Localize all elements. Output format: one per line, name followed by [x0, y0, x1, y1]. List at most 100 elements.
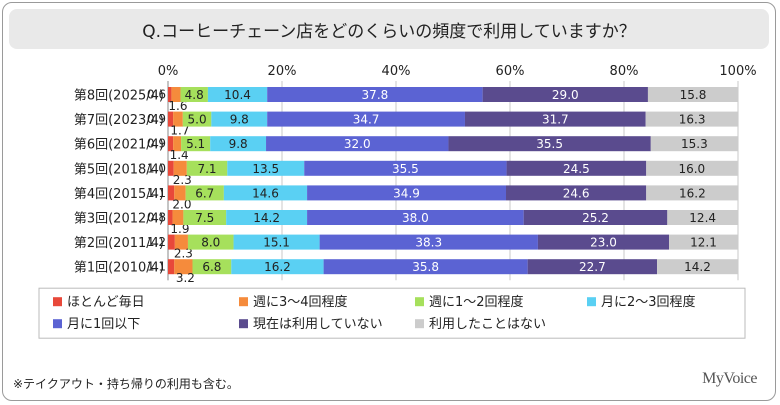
bar-segment: [650, 136, 738, 152]
category-label: 第8回(2025/4): [74, 89, 164, 104]
data-label: 0.9: [147, 112, 166, 126]
data-label: 3.2: [176, 271, 195, 285]
data-label: 29.0: [552, 88, 579, 102]
bar-segment: [168, 160, 174, 176]
bar-segment: [669, 234, 738, 250]
data-label: 2.0: [172, 197, 191, 211]
data-label: 37.8: [362, 88, 389, 102]
data-label: 14.2: [684, 260, 711, 274]
data-label: 0.8: [147, 211, 166, 225]
data-label: 4.8: [185, 88, 204, 102]
bar-segment: [231, 259, 324, 275]
data-label: 12.4: [689, 211, 716, 225]
x-tick-label: 20%: [268, 64, 297, 79]
data-label: 1.1: [147, 186, 166, 200]
bar-segment: [645, 111, 739, 127]
legend-label: 月に1回以下: [67, 317, 140, 332]
category-label: 第7回(2023/4): [74, 113, 164, 128]
footnote: ※テイクアウト・持ち帰りの利用も含む。: [13, 377, 239, 391]
legend-swatch: [239, 297, 248, 307]
bar-segment: [183, 210, 227, 225]
category-label: 第4回(2015/4): [74, 187, 164, 202]
data-label: 14.2: [253, 211, 280, 225]
data-label: 1.7: [170, 124, 189, 138]
data-label: 22.7: [579, 260, 606, 274]
bar-segment: [323, 259, 528, 275]
bar-segment: [304, 160, 507, 176]
data-label: 25.2: [582, 211, 609, 225]
bar-segment: [168, 136, 174, 152]
data-label: 34.7: [353, 113, 380, 127]
bar-segment: [482, 87, 648, 102]
data-label: 16.2: [264, 260, 291, 274]
data-label: 9.8: [230, 113, 249, 127]
data-label: 1.1: [147, 260, 166, 274]
data-label: 0.9: [147, 137, 166, 151]
bar-segment: [173, 111, 183, 127]
bar-segment: [319, 234, 538, 250]
data-label: 35.8: [412, 260, 439, 274]
data-label: 7.1: [197, 162, 216, 176]
x-tick-label: 60%: [496, 64, 525, 79]
legend-label: 月に2～3回程度: [601, 294, 696, 310]
data-label: 38.3: [415, 236, 442, 250]
chart-frame: Q.コーヒーチェーン店をどのくらいの頻度で利用していますか？ 0% 20% 40% 6…: [2, 2, 776, 401]
data-label: 9.8: [229, 137, 248, 151]
data-label: 13.5: [252, 162, 279, 176]
category-label: 第2回(2011/4): [74, 236, 164, 251]
data-label: 1.2: [147, 235, 166, 249]
data-label: 31.7: [542, 113, 569, 127]
bar-segment: [307, 185, 507, 201]
bar-segment: [506, 185, 647, 201]
bar-segment: [168, 210, 173, 225]
legend-swatch: [415, 297, 424, 307]
legend-label: 週に3～4回程度: [253, 294, 348, 310]
bar-segment: [182, 111, 212, 127]
x-tick-label: 80%: [610, 64, 639, 79]
x-tick-label: 40%: [382, 64, 411, 79]
bar-segment: [267, 111, 465, 127]
x-tick-label: 100%: [719, 64, 756, 79]
data-label: 5.0: [188, 113, 207, 127]
bar-segment: [211, 111, 268, 127]
bar-segment: [210, 136, 267, 152]
data-label: 15.8: [680, 88, 707, 102]
bar-segment: [523, 210, 668, 225]
bar-segment: [168, 111, 174, 127]
bar-segment: [168, 234, 175, 250]
data-label: 12.1: [690, 236, 717, 250]
data-label: 15.3: [681, 137, 708, 151]
data-label: 24.5: [563, 162, 590, 176]
legend-label: 利用したことはない: [429, 317, 546, 332]
data-label: 1.0: [147, 161, 166, 175]
data-label: 1.4: [170, 148, 189, 162]
category-label: 第3回(2012/4): [74, 212, 164, 227]
data-label: 23.0: [590, 236, 617, 250]
data-label: 2.3: [174, 247, 193, 261]
bar-segment: [168, 87, 172, 102]
chart-title: Q.コーヒーチェーン店をどのくらいの頻度で利用していますか？: [9, 9, 769, 49]
category-label: 第1回(2010/4): [74, 261, 164, 276]
data-label: 1.9: [170, 222, 189, 236]
data-label: 5.1: [186, 137, 205, 151]
legend-swatch: [53, 319, 62, 329]
myvoice-logo: MyVoice: [702, 370, 757, 387]
data-label: 10.4: [224, 88, 251, 102]
bar-segment: [168, 185, 175, 201]
legend-swatch: [239, 319, 248, 329]
x-tick-label: 0%: [158, 64, 179, 79]
bar-segment: [233, 234, 320, 250]
legend-swatch: [53, 297, 62, 307]
data-label: 38.0: [402, 211, 429, 225]
data-label: 0.6: [147, 88, 166, 102]
bar-segment: [537, 234, 670, 250]
bar-segment: [646, 160, 738, 176]
legend-label: 現在は利用していない: [253, 317, 383, 332]
data-label: 32.0: [344, 137, 371, 151]
data-label: 34.9: [393, 186, 420, 200]
legend-swatch: [587, 297, 596, 307]
bar-segment: [657, 259, 738, 275]
data-label: 7.5: [195, 211, 214, 225]
bar-segment: [173, 160, 187, 176]
bar-segment: [207, 87, 268, 102]
